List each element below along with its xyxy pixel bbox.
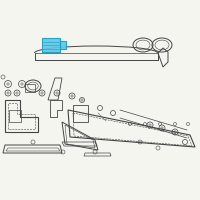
Bar bbox=[42, 38, 60, 52]
Bar bbox=[9, 110, 21, 122]
Bar bbox=[60, 41, 66, 49]
